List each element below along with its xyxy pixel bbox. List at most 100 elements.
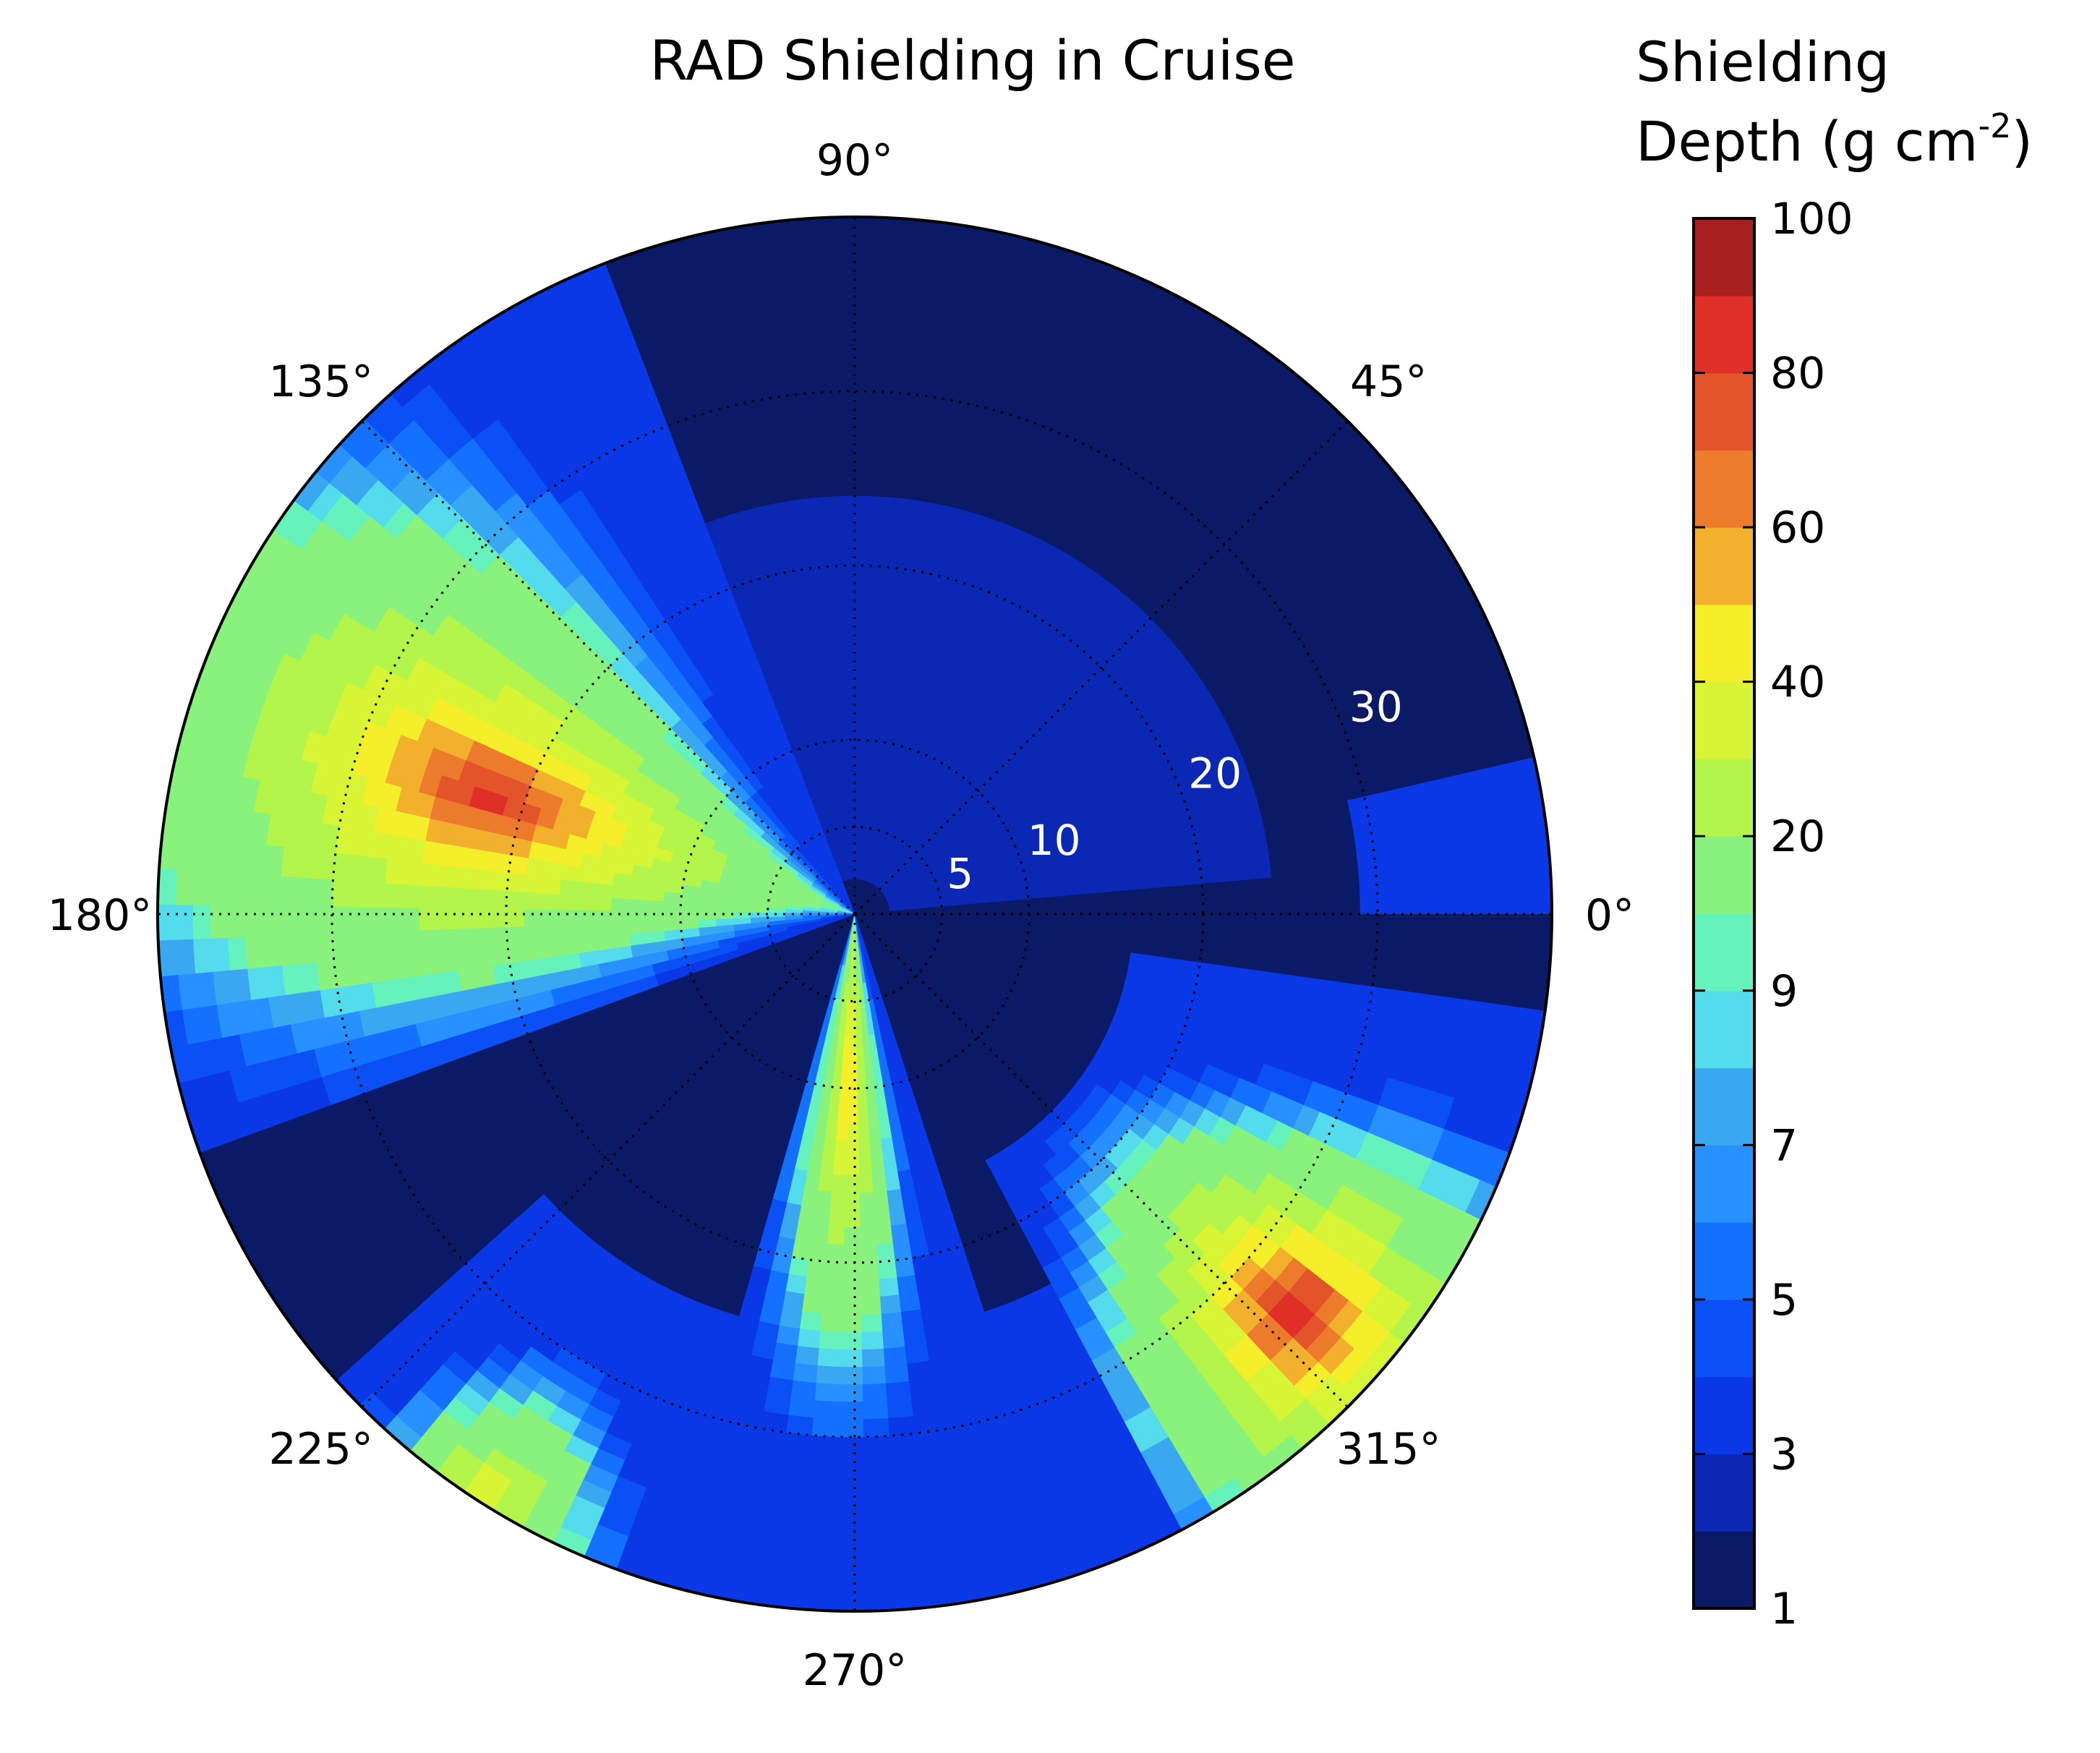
contour-cell (848, 1105, 859, 1124)
contour-cell (801, 1187, 819, 1208)
contour-cell (366, 882, 386, 908)
radial-label-10: 10 (1028, 816, 1081, 865)
contour-cell (827, 1226, 845, 1246)
contour-cell (860, 1244, 879, 1263)
contour-cell (419, 863, 440, 887)
contour-cell (351, 957, 372, 986)
contour-cell (857, 1070, 867, 1089)
contour-cell (863, 1400, 889, 1420)
contour-cell (402, 861, 423, 887)
contour-cell (782, 1291, 806, 1313)
contour-cell (541, 877, 561, 895)
colorbar-band (1694, 1222, 1754, 1300)
colorbar-band (1694, 1531, 1754, 1609)
contour-cell (877, 1260, 898, 1280)
contour-cell (890, 1223, 910, 1244)
contour-cell (861, 1296, 882, 1315)
contour-cell (227, 937, 248, 971)
contour-cell (776, 1325, 801, 1347)
contour-cell (842, 1035, 852, 1054)
contour-cell (798, 1205, 816, 1226)
angle-gridline-135 (361, 420, 856, 916)
contour-cell (986, 1394, 1017, 1420)
contour-cell (838, 1087, 850, 1106)
contour-cell (209, 905, 229, 939)
contour-cell (508, 855, 529, 877)
contour-cell (811, 1224, 830, 1245)
angle-label-135: 135° (269, 357, 374, 407)
contour-cell (873, 1190, 890, 1211)
contour-cell (858, 1105, 869, 1124)
contour-cell (876, 1242, 896, 1263)
contour-cell (814, 1383, 840, 1402)
contour-cell (857, 1088, 868, 1106)
contour-cell (714, 904, 734, 913)
contour-cell (838, 1383, 864, 1403)
contour-cell (882, 1329, 906, 1349)
contour-cell (438, 950, 458, 974)
contour-cell (849, 1053, 858, 1072)
contour-cell (678, 495, 1272, 911)
contour-cell (838, 1402, 864, 1420)
contour-cell (210, 838, 232, 874)
contour-cell (858, 1157, 873, 1176)
region-lower-right-sector (985, 952, 1546, 1530)
contour-cell (818, 1172, 835, 1193)
colorbar-band (1694, 218, 1754, 297)
contour-cell (820, 1156, 835, 1175)
contour-cell (833, 1156, 848, 1176)
contour-cell (523, 892, 542, 910)
colorbar-band (1694, 1145, 1754, 1223)
contour-cell (158, 904, 176, 942)
contour-cell (863, 1417, 890, 1438)
contour-cell (368, 956, 390, 984)
contour-cell (841, 1297, 863, 1315)
polar-outer-frame (156, 216, 1553, 1613)
colorbar-band (1694, 372, 1754, 451)
contour-cell (842, 1279, 862, 1298)
contour-cell (593, 897, 612, 911)
contour-cell (645, 921, 665, 934)
contour-cell (419, 908, 438, 931)
region-left-sector (158, 263, 855, 1153)
contour-cell (785, 1274, 808, 1295)
contour-cell (244, 937, 265, 970)
contour-cell (680, 902, 699, 913)
angle-tick-labels: 0° 45° 90° 135° 180° 225° 270° 315° (48, 135, 1634, 1696)
contour-cell (837, 1419, 865, 1438)
contour-cell (471, 889, 490, 910)
colorbar-ticks: 1 3 5 7 9 20 40 60 80 100 (1694, 194, 1853, 1634)
contour-cell (280, 846, 302, 879)
contour-cell (350, 855, 371, 883)
contour-cell (847, 1122, 859, 1141)
contour-cell (297, 848, 319, 879)
contour-cell (262, 844, 284, 877)
contour-cell (506, 873, 526, 893)
contour-cell (244, 874, 264, 907)
contour-cell (367, 856, 388, 884)
contour-cell (884, 1363, 910, 1384)
contour-cell (859, 1192, 875, 1211)
contour-cell (822, 1138, 837, 1158)
contour-cell (593, 910, 612, 925)
contour-cell (174, 904, 194, 941)
colorbar-tick-label-80: 80 (1770, 349, 1825, 399)
contour-cell (767, 908, 786, 914)
contour-cell (524, 875, 544, 895)
contour-cell (610, 897, 629, 912)
contour-cell (349, 907, 368, 934)
contour-cell (436, 908, 455, 931)
contour-cell (836, 1122, 849, 1141)
contour-cell (824, 1261, 845, 1281)
contour-cell (488, 890, 508, 910)
contour-cell (871, 1156, 886, 1176)
colorbar-title-superscript: -2 (1979, 106, 2012, 145)
contour-cell (842, 1262, 862, 1281)
contour-cell (881, 1312, 904, 1332)
contour-cell (883, 1346, 908, 1367)
contour-cell (1179, 960, 1200, 981)
colorbar-tick-label-1: 1 (1770, 1584, 1798, 1634)
contour-cell (909, 1378, 936, 1399)
contour-cell (840, 1070, 850, 1089)
